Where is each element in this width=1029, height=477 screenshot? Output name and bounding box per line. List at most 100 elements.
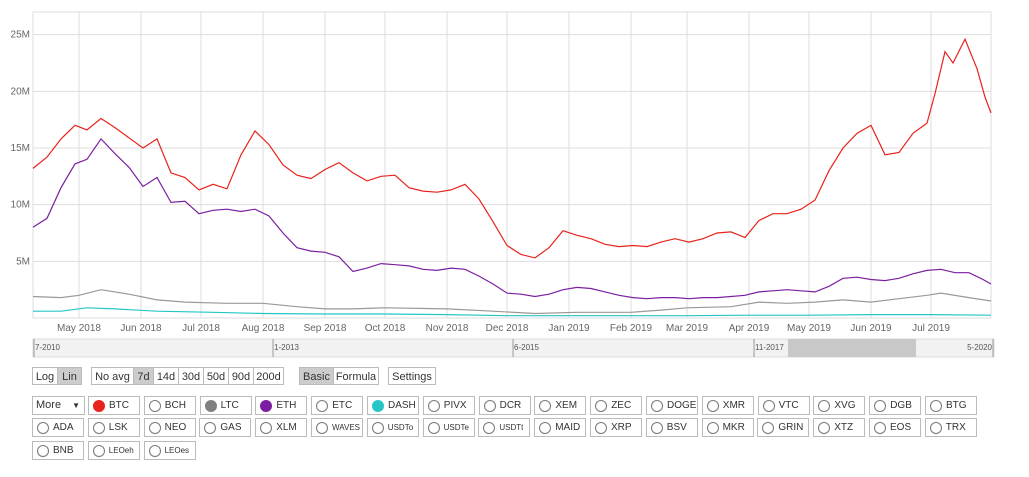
coin-label: ADA: [53, 422, 74, 433]
coin-color-indicator: [650, 421, 663, 434]
range-navigator[interactable]: 7-2010 1-2013 6-2015 11-2017 5-2020: [32, 338, 995, 358]
coin-toggle-bch[interactable]: BCH: [143, 396, 196, 415]
avg-button-200d[interactable]: 200d: [253, 367, 284, 385]
coin-toggle-dash[interactable]: DASH: [367, 396, 419, 415]
mode-button-formula[interactable]: Formula: [333, 367, 379, 385]
coin-toggle-leoes[interactable]: LEOes: [143, 441, 196, 460]
y-axis: 5M 10M 15M 20M 25M: [11, 30, 30, 268]
coin-toggle-maid[interactable]: MAID: [534, 418, 587, 437]
y-tick-label: 20M: [11, 86, 30, 97]
coin-toggle-eth[interactable]: ETH: [255, 396, 308, 415]
coin-label: BSV: [666, 422, 687, 433]
coin-color-indicator: [148, 444, 161, 457]
coin-color-indicator: [595, 421, 607, 434]
chart-series: [32, 37, 992, 317]
coin-toggle-eos[interactable]: EOS: [869, 418, 921, 437]
coin-label: XMR: [722, 400, 746, 411]
coin-color-indicator: [37, 444, 49, 457]
coin-toggle-dgb[interactable]: DGB: [869, 396, 922, 415]
coin-toggle-trx[interactable]: TRX: [924, 418, 977, 437]
coin-toggle-btc[interactable]: BTC: [88, 396, 140, 415]
x-tick-label: Aug 2018: [242, 323, 285, 334]
coin-color-indicator: [930, 399, 942, 412]
coin-toggle-usdto[interactable]: USDTo: [366, 418, 419, 437]
avg-button-7d[interactable]: 7d: [133, 367, 153, 385]
coin-toggle-usdtt[interactable]: USDTt: [478, 418, 531, 437]
coin-color-indicator: [372, 399, 384, 412]
coin-color-indicator: [706, 399, 719, 412]
y-tick-label: 15M: [11, 143, 30, 154]
coin-color-indicator: [818, 421, 831, 434]
more-coins-label: More: [36, 399, 62, 411]
coin-color-indicator: [204, 421, 217, 434]
coin-toggle-xvg[interactable]: XVG: [813, 396, 866, 415]
coin-color-indicator: [874, 399, 887, 412]
x-tick-label: Feb 2019: [610, 323, 653, 334]
coin-toggle-ada[interactable]: ADA: [32, 418, 84, 437]
coin-color-indicator: [874, 421, 886, 434]
coin-toggle-xem[interactable]: XEM: [534, 396, 587, 415]
coin-toggle-xlm[interactable]: XLM: [255, 418, 308, 437]
navigator-date-label: 7-2010: [35, 343, 60, 352]
coin-label: VTC: [778, 400, 799, 411]
coin-toggle-ltc[interactable]: LTC: [199, 396, 252, 415]
coin-toggle-xrp[interactable]: XRP: [590, 418, 642, 437]
coin-color-indicator: [92, 444, 105, 457]
navigator-date-label: 6-2015: [514, 343, 539, 352]
coin-color-indicator: [204, 399, 217, 412]
coin-toggle-neo[interactable]: NEO: [143, 418, 196, 437]
coin-label: LEOeh: [108, 446, 134, 455]
coin-color-indicator: [483, 399, 496, 412]
avg-button-no-avg[interactable]: No avg: [91, 367, 133, 385]
coin-toggle-gas[interactable]: GAS: [199, 418, 252, 437]
series-line-eth: [32, 137, 992, 300]
coin-toggle-btg[interactable]: BTG: [925, 396, 977, 415]
coin-toggle-pivx[interactable]: PIVX: [422, 396, 475, 415]
coin-toggle-bnb[interactable]: BNB: [32, 441, 84, 460]
coin-toggle-bsv[interactable]: BSV: [645, 418, 698, 437]
navigator-date-label: 1-2013: [274, 343, 299, 352]
mode-button-basic[interactable]: Basic: [299, 367, 333, 385]
coin-label: XRP: [611, 422, 632, 433]
coin-toggle-waves[interactable]: WAVES: [311, 418, 363, 437]
coin-toggle-usdte[interactable]: USDTe: [422, 418, 475, 437]
price-chart[interactable]: 5M 10M 15M 20M 25M May 2018 Jun 2018 Jul 2018 A…: [0, 0, 1029, 360]
coin-label: XEM: [555, 400, 578, 411]
scale-button-lin[interactable]: Lin: [57, 367, 82, 385]
avg-button-14d[interactable]: 14d: [153, 367, 178, 385]
coin-color-indicator: [762, 399, 775, 412]
coin-toggle-leoeh[interactable]: LEOeh: [87, 441, 140, 460]
coin-label: GRIN: [778, 422, 804, 433]
coin-color-indicator: [427, 421, 440, 434]
x-tick-label: Nov 2018: [426, 323, 469, 334]
coin-toggle-xtz[interactable]: XTZ: [813, 418, 866, 437]
coin-toggle-etc[interactable]: ETC: [311, 396, 364, 415]
coin-label: XVG: [834, 400, 856, 411]
coin-toggle-xmr[interactable]: XMR: [701, 396, 754, 415]
coin-toggle-grin[interactable]: GRIN: [757, 418, 810, 437]
coin-color-indicator: [706, 421, 719, 434]
coin-color-indicator: [483, 421, 496, 434]
coin-color-indicator: [651, 399, 663, 412]
more-coins-select[interactable]: More ▼: [32, 396, 85, 415]
mode-toggle: Basic Formula: [299, 367, 379, 385]
scale-button-log[interactable]: Log: [32, 367, 57, 385]
x-tick-label: Jun 2019: [850, 323, 892, 334]
coin-toggle-doge[interactable]: DOGE: [646, 396, 698, 415]
navigator-selection: [788, 339, 916, 357]
x-tick-label: May 2018: [57, 323, 101, 334]
coin-toggle-dcr[interactable]: DCR: [478, 396, 531, 415]
coin-toggle-vtc[interactable]: VTC: [757, 396, 810, 415]
avg-button-50d[interactable]: 50d: [203, 367, 228, 385]
avg-button-90d[interactable]: 90d: [228, 367, 253, 385]
coin-color-indicator: [762, 421, 775, 434]
coin-toggle-lsk[interactable]: LSK: [87, 418, 140, 437]
coin-color-indicator: [539, 421, 552, 434]
settings-button[interactable]: Settings: [388, 367, 436, 385]
coin-toggle-mkr[interactable]: MKR: [701, 418, 754, 437]
navigator-date-label: 5-2020: [967, 343, 992, 352]
avg-button-30d[interactable]: 30d: [178, 367, 203, 385]
coin-toggle-zec[interactable]: ZEC: [590, 396, 643, 415]
series-line-btc: [32, 37, 992, 259]
y-tick-label: 25M: [11, 30, 30, 41]
